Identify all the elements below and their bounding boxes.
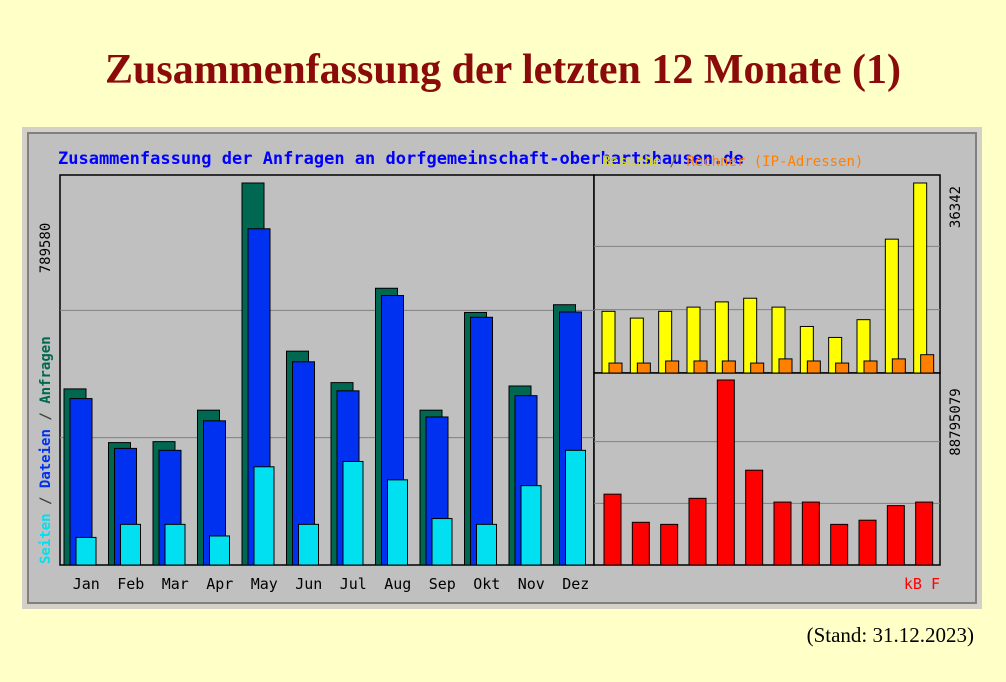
legend-besuche-rechner: Besuche / Rechner (IP-Adressen) (602, 154, 863, 170)
summary-chart: Jan Feb Mar Apr May Jun Jul Aug Sep Okt Nov Dez Zus… (22, 127, 982, 609)
right-bottom-panel (593, 372, 941, 566)
bar-seiten-apr (209, 535, 230, 566)
bar-kb-sep (830, 523, 849, 566)
bar-rechner-nov (891, 358, 906, 374)
bar-rechner-dez (920, 354, 935, 374)
bar-kb-apr (688, 497, 707, 566)
bar-rechner-feb (636, 362, 651, 374)
kbf-label: kB F (904, 575, 940, 593)
bar-kb-feb (631, 521, 650, 566)
bar-rechner-jun (750, 362, 765, 374)
month-label-dez: Dez (562, 575, 589, 593)
right-top-panel (593, 174, 941, 374)
bar-rechner-okt (863, 360, 878, 374)
bar-seiten-jan (75, 536, 97, 566)
page-title: Zusammenfassung der letzten 12 Monate (1… (105, 47, 901, 93)
bar-kb-jan (603, 493, 622, 566)
bar-rechner-sep (835, 362, 850, 374)
ylabel-seiten: Seiten (38, 513, 54, 564)
month-label-nov: Nov (518, 575, 545, 593)
bar-seiten-okt (476, 523, 497, 566)
kbf-kb: kB (904, 575, 922, 593)
bar-seiten-feb (120, 523, 141, 566)
month-label-okt: Okt (473, 575, 500, 593)
bar-seiten-nov (520, 485, 542, 566)
bar-besuche-nov (884, 238, 899, 374)
bar-rechner-jul (778, 358, 793, 374)
month-label-jun: Jun (295, 575, 322, 593)
legend-sep: / (669, 154, 677, 170)
ylabel-sep1: / (38, 497, 54, 505)
right-bottom-max-label: 88795079 (948, 388, 964, 455)
bar-seiten-jun (298, 523, 319, 566)
bar-kb-okt (858, 519, 877, 566)
month-label-apr: Apr (206, 575, 233, 593)
bar-besuche-jun (743, 297, 758, 374)
bar-rechner-may (721, 360, 736, 374)
bar-rechner-jan (608, 362, 623, 374)
month-label-aug: Aug (384, 575, 411, 593)
ylabel-sep2: / (38, 412, 54, 420)
bar-seiten-aug (387, 479, 408, 566)
bar-seiten-mar (164, 523, 186, 566)
bar-seiten-dez (565, 449, 586, 566)
bar-kb-mar (660, 523, 679, 566)
right-top-max-label: 36342 (948, 186, 964, 228)
bar-rechner-apr (693, 360, 708, 374)
month-label-jul: Jul (340, 575, 367, 593)
month-label-may: May (251, 575, 278, 593)
ylabel-dateien: Dateien (38, 429, 54, 488)
ylabel-anfragen: Anfragen (38, 336, 54, 403)
bar-kb-may (716, 379, 735, 566)
left-panel (59, 174, 595, 566)
chart-title: Zusammenfassung der Anfragen an dorfgeme… (58, 149, 744, 169)
bar-kb-dez (915, 501, 934, 566)
month-label-feb: Feb (117, 575, 144, 593)
bar-kb-jul (773, 501, 792, 566)
month-label-sep: Sep (429, 575, 456, 593)
kbf-f: F (931, 575, 940, 593)
bar-kb-jun (745, 469, 764, 566)
chart-canvas: Jan Feb Mar Apr May Jun Jul Aug Sep Okt Nov Dez Zus… (22, 127, 982, 609)
month-label-mar: Mar (162, 575, 189, 593)
bar-rechner-aug (806, 360, 821, 374)
bar-rechner-mar (665, 360, 680, 374)
bar-seiten-sep (431, 518, 453, 566)
bar-kb-nov (886, 505, 905, 566)
left-axis-label: Seiten / Dateien / Anfragen (38, 336, 54, 564)
left-axis-max-label: 789580 (38, 223, 54, 274)
legend-besuche: Besuche (602, 154, 661, 170)
legend-rechner: Rechner (IP-Adressen) (686, 154, 863, 170)
stand-date: (Stand: 31.12.2023) (806, 623, 974, 647)
bar-seiten-jul (342, 460, 364, 566)
bar-seiten-may (253, 466, 275, 566)
bar-kb-aug (801, 501, 820, 566)
bar-besuche-dez (913, 182, 928, 374)
month-label-jan: Jan (73, 575, 100, 593)
